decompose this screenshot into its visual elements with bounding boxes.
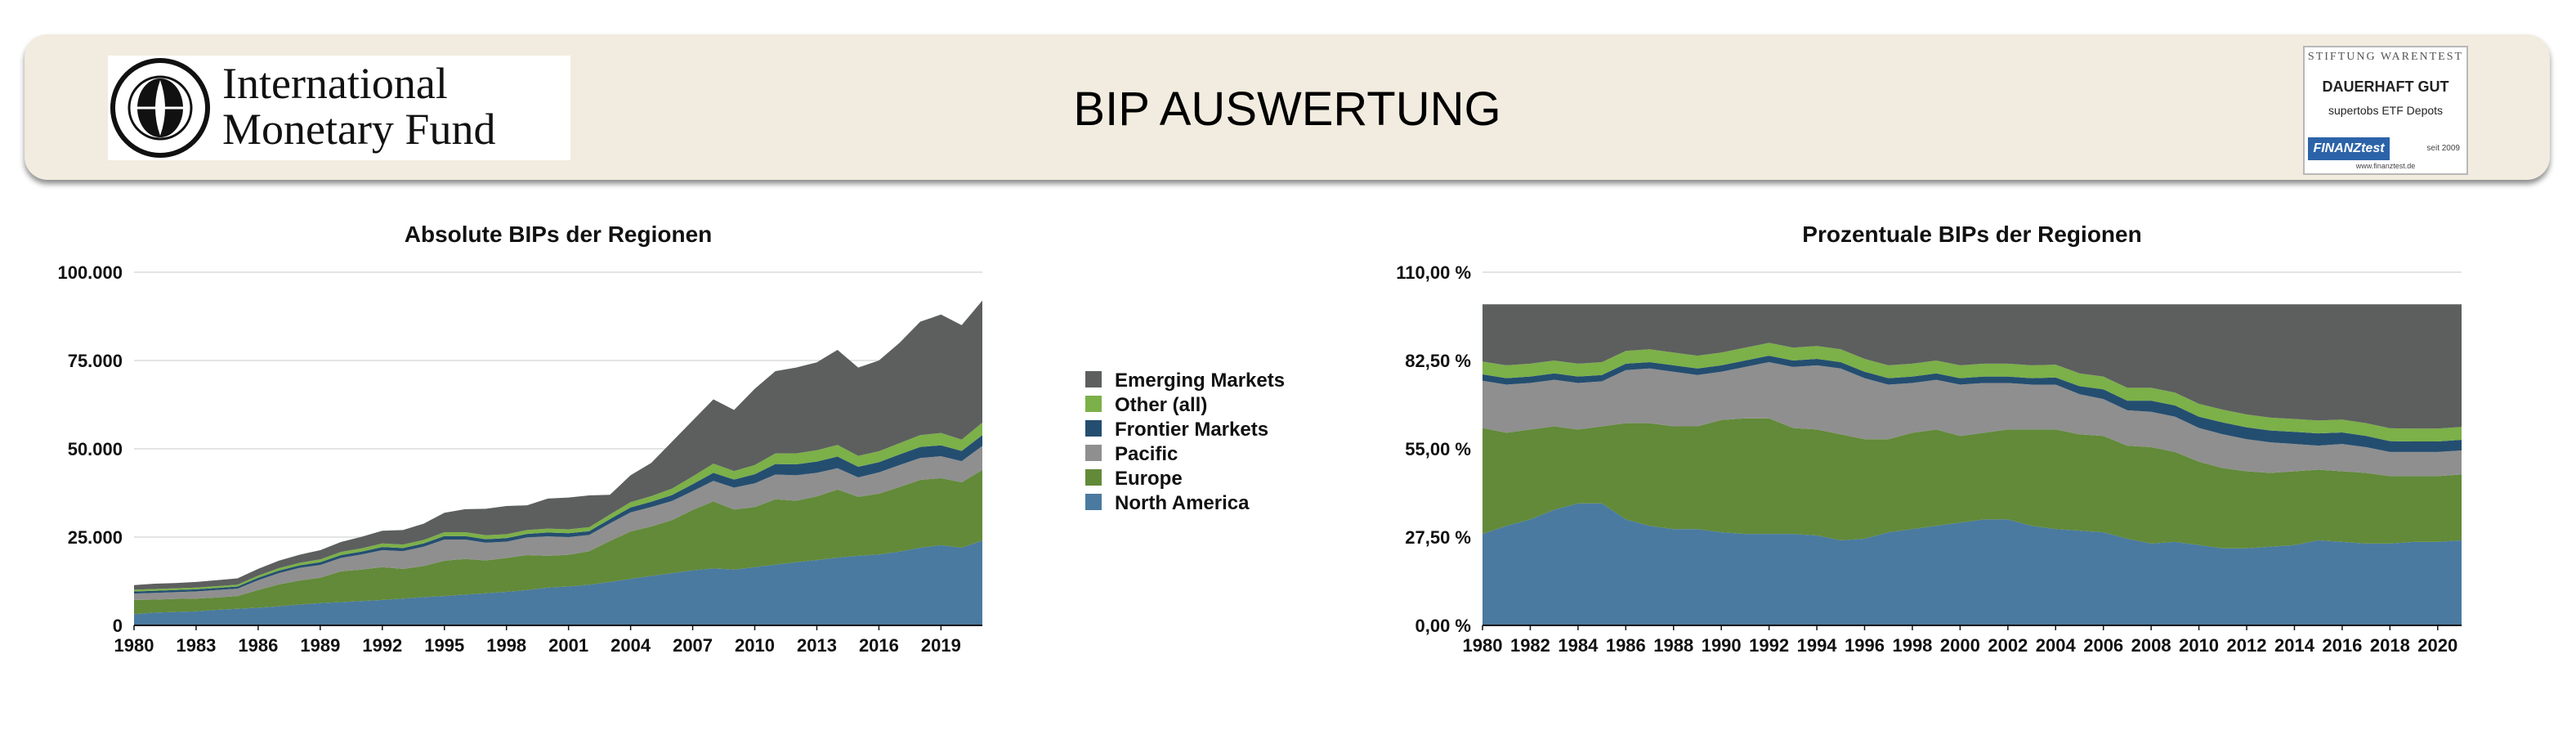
abs-y-tick-label: 100.000 [57,262,123,283]
pct-x-tick-label: 1990 [1702,635,1742,656]
legend-label-europe: Europe [1115,468,1183,490]
abs-x-tick-label: 1992 [362,635,402,656]
abs-x-tick-label: 2001 [548,635,588,656]
pct-x-tick-label: 2004 [2036,635,2077,656]
imf-logo: International Monetary Fund [108,56,570,160]
abs-x-tick-label: 1998 [486,635,526,656]
pct-x-tick-label: 1996 [1845,635,1885,656]
badge-brand: STIFTUNG WARENTEST [2307,51,2464,63]
badge-logo: FINANZtest [2308,137,2390,160]
pct-x-tick-label: 1986 [1606,635,1646,656]
quality-badge: STIFTUNG WARENTEST DAUERHAFT GUT superto… [2303,46,2468,175]
abs-y-tick-label: 50.000 [68,439,123,459]
badge-rating: DAUERHAFT GUT [2322,78,2449,95]
pct-y-tick-label: 55,00 % [1405,439,1471,459]
legend-swatch-other-all [1085,396,1102,412]
pct-x-tick-label: 2014 [2274,635,2315,656]
header-banner: International Monetary Fund BIP AUSWERTU… [25,34,2550,180]
pct-y-tick-label: 0,00 % [1415,616,1472,636]
legend-label-frontier-markets: Frontier Markets [1115,419,1268,441]
abs-x-tick-label: 2019 [921,635,961,656]
pct-y-tick-label: 82,50 % [1405,351,1471,371]
legend-label-other-all: Other (all) [1115,394,1207,416]
abs-area-pacific [134,446,982,600]
badge-since: seit 2009 [2426,144,2460,153]
pct-x-tick-label: 2010 [2179,635,2219,656]
abs-area-north-america [134,540,982,625]
abs-x-tick-label: 2013 [797,635,837,656]
pct-area-north-america [1483,503,2462,625]
pct-area-frontier-markets [1483,356,2462,452]
imf-seal-icon [110,58,210,158]
legend-label-north-america: North America [1115,492,1250,514]
logo-line-2: Monetary Fund [222,105,496,154]
pct-x-tick-label: 2000 [1940,635,1980,656]
percent-gdp-chart: Prozentuale BIPs der Regionen 110,00 % 82,… [1396,222,2462,656]
abs-y-tick-label: 75.000 [68,351,123,371]
pct-x-tick-label: 1988 [1653,635,1693,656]
abs-area-emerging-markets [134,300,982,590]
legend-swatch-north-america [1085,494,1102,510]
abs-x-tick-label: 1986 [238,635,278,656]
imf-wordmark: International Monetary Fund [222,60,495,152]
pct-x-tick-label: 2020 [2417,635,2457,656]
pct-area-europe [1483,418,2462,549]
abs-x-tick-label: 2007 [673,635,713,656]
abs-area-frontier-markets [134,435,982,594]
pct-x-tick-label: 1982 [1510,635,1550,656]
pct-y-tick-label: 110,00 % [1396,262,1471,283]
abs-x-tick-label: 1983 [176,635,216,656]
pct-x-tick-label: 1984 [1558,635,1599,656]
pct-x-tick-label: 2012 [2227,635,2267,656]
badge-product: supertobs ETF Depots [2328,104,2444,117]
pct-area-pacific [1483,362,2462,477]
pct-y-tick-label: 27,50 % [1405,527,1471,548]
legend-label-pacific: Pacific [1115,443,1178,465]
abs-x-tick-label: 1989 [300,635,340,656]
abs-x-tick-label: 2016 [859,635,899,656]
abs-x-tick-label: 2010 [735,635,775,656]
pct-x-tick-label: 2002 [1988,635,2028,656]
legend-swatch-frontier-markets [1085,420,1102,437]
pct-area-other-all [1483,343,2462,441]
abs-x-tick-label: 2004 [610,635,651,656]
abs-x-tick-label: 1995 [424,635,464,656]
pct-x-tick-label: 1994 [1797,635,1838,656]
badge-url: www.finanztest.de [2355,162,2416,170]
pct-x-tick-label: 2018 [2370,635,2410,656]
legend-swatch-pacific [1085,445,1102,461]
abs-y-tick-label: 0 [113,616,123,636]
abs-y-tick-label: 25.000 [68,527,123,548]
legend-swatch-europe [1085,469,1102,486]
pct-x-tick-label: 1998 [1892,635,1932,656]
pct-x-tick-label: 1992 [1749,635,1789,656]
legend-swatch-emerging-markets [1085,371,1102,387]
absolute-gdp-chart: Absolute BIPs der Regionen 100.000 75.000 5… [57,222,982,656]
pct-area-emerging-markets [1483,304,2462,429]
pct-x-tick-label: 2016 [2322,635,2362,656]
abs-area-other-all [134,423,982,592]
pct-x-tick-label: 2006 [2083,635,2123,656]
pct-x-tick-label: 1980 [1463,635,1503,656]
page-title: BIP AUSWERTUNG [1073,83,1501,136]
abs-x-tick-label: 1980 [114,635,154,656]
pct-title: Prozentuale BIPs der Regionen [1802,222,2141,247]
logo-line-1: International [222,59,448,108]
pct-x-tick-label: 2008 [2131,635,2171,656]
abs-area-europe [134,469,982,615]
legend-label-emerging-markets: Emerging Markets [1115,370,1285,392]
abs-title: Absolute BIPs der Regionen [405,222,713,247]
